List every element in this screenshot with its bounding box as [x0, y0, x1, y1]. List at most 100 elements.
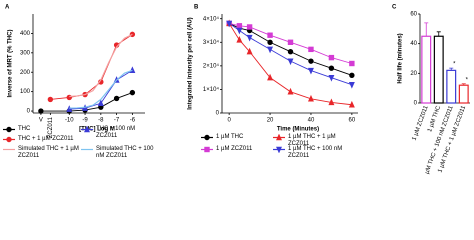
marker [308, 58, 314, 64]
bar [433, 35, 444, 104]
legend-label: 1 µM THC + 100 nM ZCZ011 [288, 146, 343, 159]
x-tick-label: -10 [65, 118, 74, 124]
marker [129, 66, 136, 73]
marker [236, 23, 243, 29]
marker [47, 96, 54, 103]
legend-item: 1 µM THC + 100 nM ZCZ011 [272, 146, 350, 160]
figure: A 0 100 200 300 400 Inverse of MRT (% THC) V ZCZ… [2, 4, 470, 175]
legend-item: THC + 100 nM ZCZ011 [80, 126, 158, 140]
panel-label: A [5, 5, 10, 11]
x-tick-label: -7 [114, 118, 120, 124]
marker [267, 32, 273, 38]
legend-label: 1 µM THC + 1 µM ZCZ011 [288, 134, 336, 147]
legend-swatch [3, 136, 15, 143]
marker [204, 134, 210, 141]
marker [307, 67, 314, 75]
legend-label: Simulated THC + 100 nM ZCZ011 [96, 146, 154, 159]
marker [348, 100, 355, 108]
x-tick-label: -8 [98, 118, 104, 124]
legend-swatch [3, 148, 15, 151]
legend-swatch [201, 146, 213, 153]
x-tick-label: 1 µM ZCZ011 [412, 105, 430, 142]
error-bar [436, 31, 441, 37]
series-line [228, 23, 353, 86]
significance-mark: * [466, 77, 469, 83]
x-axis-label: Time (Minutes) [277, 127, 319, 133]
series-line [69, 69, 133, 109]
error-bar [449, 67, 454, 71]
marker [308, 46, 314, 53]
legend-label: Simulated THC + 1 µM ZCZ011 [18, 146, 79, 159]
marker [66, 105, 73, 112]
y-axis-label: Inverse of MRT (% THC) [8, 29, 14, 97]
x-tick-label: 40 [308, 118, 315, 124]
marker [38, 108, 44, 114]
bar [446, 69, 457, 104]
legend-label: THC + 100 nM ZCZ011 [96, 126, 136, 139]
y-tick-label: 200 [20, 70, 31, 76]
x-tick-label: 0 [227, 118, 231, 124]
legend-label: THC + 1 µM ZCZ011 [18, 136, 74, 142]
error-bar [424, 22, 429, 37]
marker [236, 36, 243, 43]
marker [349, 60, 355, 67]
marker [328, 54, 335, 61]
y-tick-label: 4×10⁴ [203, 15, 220, 22]
y-tick-label: 1×10⁴ [203, 86, 220, 93]
x-tick-label: -9 [82, 118, 88, 124]
y-tick-label: 100 [20, 89, 31, 95]
legend-swatch [273, 146, 285, 153]
marker [287, 49, 294, 55]
marker [6, 136, 12, 143]
x-axis-label: [THC] Log M [79, 127, 115, 133]
legend-swatch [201, 134, 213, 141]
marker [276, 134, 282, 141]
marker [226, 20, 233, 28]
bar [421, 35, 432, 104]
marker [129, 89, 136, 96]
legend-item: Simulated THC + 1 µM ZCZ011 [2, 146, 80, 160]
legend-item: THC [2, 126, 80, 133]
y-tick-label: 3×10⁴ [203, 39, 220, 46]
y-tick-label: 2×10⁴ [203, 62, 220, 69]
marker [287, 58, 294, 66]
y-tick-label: 400 [20, 31, 31, 37]
y-tick-label: 60 [410, 12, 417, 18]
series-line [69, 33, 133, 98]
x-tick-label: V [39, 118, 43, 124]
marker [328, 74, 335, 82]
y-tick-label: 20 [410, 71, 417, 77]
x-tick-label: 60 [349, 118, 356, 124]
legend-label: THC [18, 126, 31, 132]
marker [246, 47, 253, 55]
marker [307, 94, 314, 102]
legend-swatch [81, 126, 93, 133]
x-tick-label: 20 [267, 118, 274, 124]
marker [84, 126, 90, 133]
x-tick-label: ZCZ011 [48, 116, 54, 138]
panel-label: B [194, 5, 199, 11]
marker [97, 99, 104, 106]
marker [328, 65, 335, 71]
legend-label: 1 µM THC [216, 134, 244, 140]
marker [204, 146, 210, 153]
y-tick-label: 0 [216, 111, 220, 117]
marker [267, 39, 273, 45]
series-line [50, 34, 133, 100]
legend-item: 1 µM THC + 1 µM ZCZ011 [272, 134, 350, 148]
bar [458, 84, 469, 104]
legend-swatch [81, 148, 93, 151]
marker [276, 146, 282, 153]
legend-item: Simulated THC + 100 nM ZCZ011 [80, 146, 158, 160]
y-tick-label: 300 [20, 50, 31, 56]
y-axis-label: Half life (minutes) [398, 33, 404, 83]
legend-label: 1 µM ZCZ011 [216, 146, 253, 152]
panel-label: C [392, 5, 397, 11]
y-tick-label: 0 [27, 109, 31, 115]
y-tick-label: 0 [414, 101, 418, 107]
marker [246, 24, 253, 30]
significance-mark: * [453, 62, 456, 68]
marker [113, 95, 120, 102]
marker [246, 34, 253, 42]
legend-item: 1 µM THC [200, 134, 278, 141]
